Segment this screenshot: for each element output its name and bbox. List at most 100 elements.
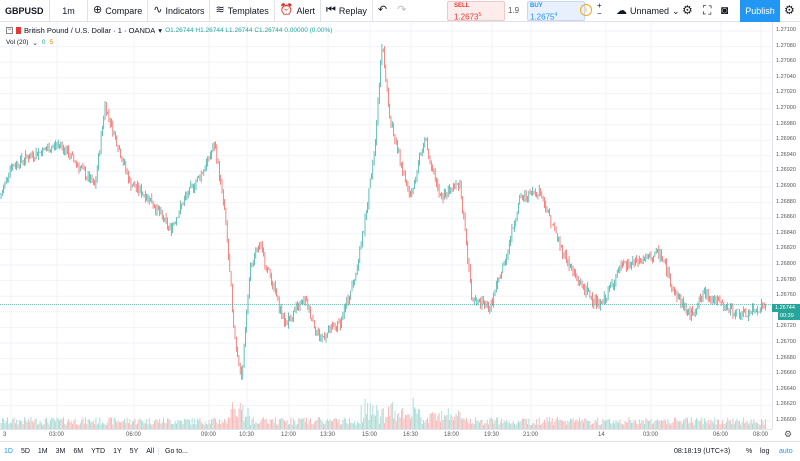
time-tick-label: 13:30 (320, 432, 336, 438)
price-tick-label: 1.26960 (776, 136, 796, 143)
replay-label: Replay (338, 5, 367, 16)
volume-value-2: 5 (49, 39, 54, 46)
settings-gear-icon[interactable]: ⚙ (682, 3, 693, 17)
sell-price: 1.2673 (454, 12, 479, 22)
range-selector: 1D 5D 1M 3M 6M YTD 1Y 5Y All (0, 448, 158, 455)
price-tick-label: 1.27060 (776, 58, 796, 65)
price-tick-label: 1.27100 (776, 27, 796, 33)
series-legend: − British Pound / U.S. Dollar · 1 · OAND… (6, 26, 332, 35)
range-button-5d[interactable]: 5D (20, 448, 30, 455)
chevron-down-icon: ⌄ (672, 5, 680, 16)
time-tick-label: 03:00 (643, 432, 659, 438)
price-tick-label: 1.26760 (776, 292, 796, 299)
templates-button[interactable]: ≋ Templates (210, 0, 275, 22)
layout-name: Unnamed (630, 6, 670, 16)
info-icon[interactable]: i (580, 4, 592, 16)
chevron-down-icon[interactable]: ▾ (158, 26, 163, 35)
sell-button[interactable]: SELL 1.26735 (447, 1, 505, 22)
time-tick-label: 21:00 (523, 432, 539, 438)
goto-button[interactable]: Go to... (158, 448, 194, 455)
bar-countdown-badge: 00:39 (778, 311, 800, 320)
time-axis[interactable]: 3 03:00 06:00 09:00 10:30 12:00 13:30 15:00 16:3… (0, 429, 772, 441)
alert-button[interactable]: ⏰ Alert (275, 0, 321, 22)
series-title[interactable]: British Pound / U.S. Dollar · 1 · OANDA (24, 26, 156, 35)
volume-legend: Vol (20) ⌄ 0 5 (6, 39, 53, 47)
price-tick-label: 1.26720 (776, 323, 796, 330)
replay-button[interactable]: ⏮ Replay (321, 0, 373, 22)
price-chart[interactable] (0, 22, 772, 429)
compare-button[interactable]: ⊕ Compare (88, 0, 149, 22)
buy-label: BUY (530, 3, 543, 9)
publish-label: Publish (745, 6, 775, 16)
range-button-ytd[interactable]: YTD (91, 448, 106, 455)
cloud-icon: ☁ (616, 4, 627, 17)
time-tick-label: 12:00 (281, 432, 297, 438)
price-tick-label: 1.26840 (776, 229, 796, 236)
templates-label: Templates (227, 5, 269, 16)
price-tick-label: 1.26660 (776, 370, 796, 377)
last-price-badge: 1.26744 (772, 303, 800, 312)
time-tick-label: 06:00 (713, 432, 729, 438)
flag-icon (16, 27, 21, 34)
range-button-1d[interactable]: 1D (4, 448, 13, 455)
symbol-search-button[interactable]: GBPUSD (0, 0, 50, 22)
quantity-stepper[interactable]: + − (597, 1, 602, 18)
log-toggle[interactable]: log (760, 448, 770, 455)
auto-toggle[interactable]: auto (779, 448, 793, 455)
price-tick-label: 1.26620 (776, 401, 796, 408)
undo-icon: ↶ (377, 4, 388, 16)
volume-value-1: 0 (41, 39, 46, 46)
time-tick-label: 19:30 (484, 432, 500, 438)
range-button-5y[interactable]: 5Y (129, 448, 139, 455)
time-tick-label: 14 (598, 432, 605, 438)
price-tick-label: 1.26900 (776, 183, 796, 189)
axis-settings-icon[interactable]: ⚙ (784, 429, 793, 439)
range-button-6m[interactable]: 6M (73, 448, 84, 455)
volume-label[interactable]: Vol (20) (6, 39, 29, 46)
publish-button[interactable]: Publish (740, 0, 780, 22)
range-button-1m[interactable]: 1M (37, 448, 48, 455)
price-tick-label: 1.26600 (776, 417, 796, 423)
redo-button[interactable]: ↷ (392, 0, 411, 22)
buy-price: 1.2675 (530, 12, 555, 22)
price-tick-label: 1.27080 (776, 42, 796, 49)
replay-icon: ⏮ (325, 4, 336, 16)
spread-value: 1.9 (508, 6, 520, 15)
top-toolbar: GBPUSD 1m ⊕ Compare ∿ Indicators ≋ Template… (0, 0, 800, 22)
plus-circle-icon: ⊕ (93, 4, 103, 16)
price-axis[interactable]: 1.27100 1.27080 1.27060 1.27040 1.27020 1.270… (772, 22, 800, 429)
symbol-label: GBPUSD (5, 5, 44, 16)
time-tick-label: 06:00 (126, 432, 142, 438)
chart-properties-icon[interactable]: ⚙ (784, 3, 795, 17)
price-tick-label: 1.26820 (776, 245, 796, 252)
interval-button[interactable]: 1m (50, 0, 88, 22)
price-tick-label: 1.26800 (776, 261, 796, 267)
price-tick-label: 1.26780 (776, 276, 796, 283)
indicators-icon: ∿ (153, 4, 163, 16)
price-tick-label: 1.27000 (776, 105, 796, 111)
percent-toggle[interactable]: % (746, 448, 753, 455)
interval-label: 1m (62, 5, 75, 16)
redo-icon: ↷ (397, 4, 407, 16)
price-tick-label: 1.26860 (776, 214, 796, 221)
undo-button[interactable]: ↶ (373, 0, 392, 22)
price-tick-label: 1.26640 (776, 385, 796, 392)
time-tick-label: 15:00 (362, 432, 378, 438)
fullscreen-icon[interactable]: ⛶ (703, 3, 712, 17)
layout-menu-button[interactable]: ☁ Unnamed ⌄ (616, 0, 680, 22)
sell-label: SELL (454, 3, 470, 9)
time-tick-label: 16:30 (403, 432, 419, 438)
camera-icon[interactable]: ◙ (721, 3, 729, 17)
range-button-3m[interactable]: 3M (55, 448, 66, 455)
range-button-all[interactable]: All (146, 448, 155, 455)
buy-button[interactable]: BUY 1.26754 (527, 1, 585, 22)
templates-icon: ≋ (215, 4, 225, 16)
bottom-toolbar: 1D 5D 1M 3M 6M YTD 1Y 5Y All Go to... 08:18:19 (… (0, 441, 800, 461)
clock-display[interactable]: 08:18:19 (UTC+3) (674, 448, 731, 455)
price-tick-label: 1.26880 (776, 198, 796, 205)
indicators-button[interactable]: ∿ Indicators (148, 0, 211, 22)
range-button-1y[interactable]: 1Y (113, 448, 122, 455)
buy-price-sup: 4 (554, 12, 558, 18)
collapse-icon[interactable]: − (6, 27, 13, 34)
chevron-down-icon[interactable]: ⌄ (32, 40, 38, 47)
